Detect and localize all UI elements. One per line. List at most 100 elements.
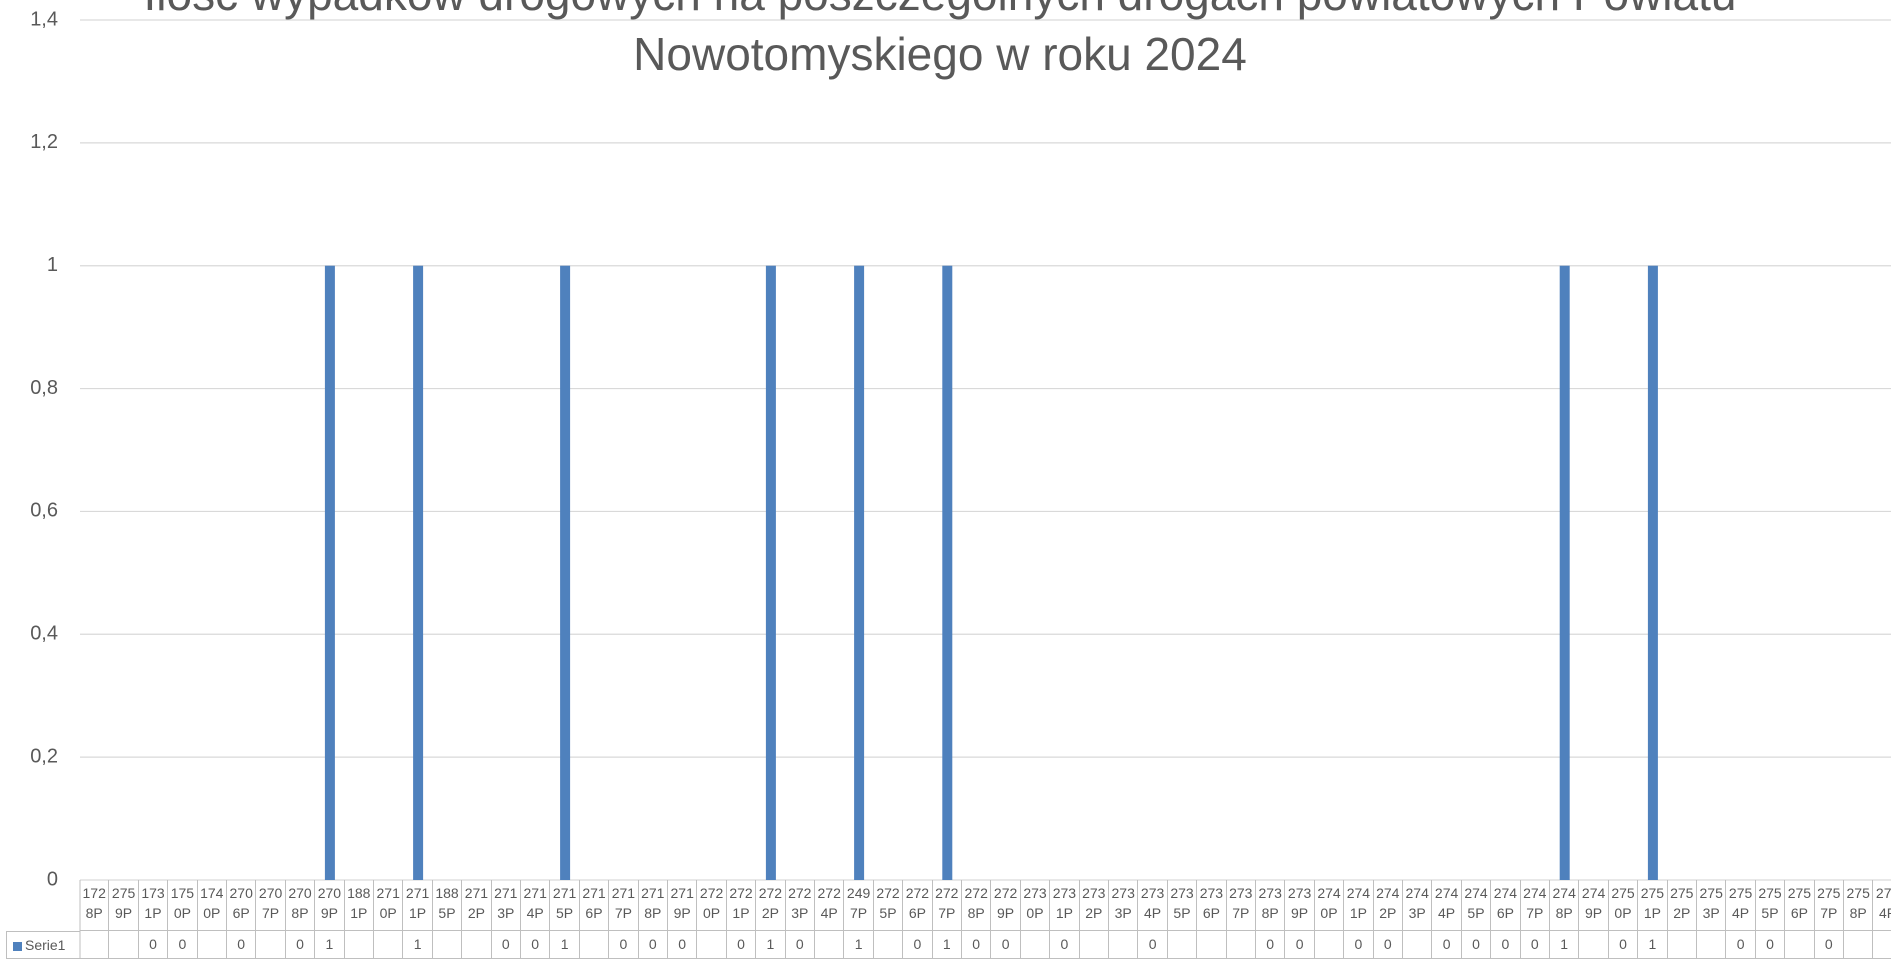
x-tick-label: 2745P (1461, 880, 1492, 931)
legend-key (13, 941, 22, 951)
x-tick-label: 2750P (1608, 880, 1639, 931)
data-label: 0 (1520, 931, 1550, 959)
data-label: 0 (638, 931, 668, 959)
x-tick-label: 2730P (1020, 880, 1051, 931)
y-tick-label: 0 (47, 868, 58, 890)
y-tick-label: 0,4 (30, 623, 58, 645)
x-tick-label: 2759P (109, 880, 139, 931)
x-tick-label: 2718P (638, 880, 668, 931)
data-label: 0 (1432, 931, 1462, 959)
x-tick-label: 2743P (1403, 880, 1433, 931)
data-label (197, 931, 227, 959)
x-tick-label: 2737P (1226, 880, 1256, 931)
data-label (697, 931, 727, 959)
data-label: 0 (991, 931, 1021, 959)
data-label: 0 (1050, 931, 1080, 959)
x-tick-label: 2721P (726, 880, 757, 931)
data-label (1403, 931, 1433, 959)
x-tick-label: 2712P (462, 880, 492, 931)
data-label: 0 (227, 931, 257, 959)
data-label: 1 (550, 931, 580, 959)
chart-title: Ilość wypadków drogowych na poszczególny… (144, 0, 1737, 80)
x-tick-label: 2744P (1432, 880, 1462, 931)
y-tick-label: 0,8 (30, 377, 58, 399)
data-label: 1 (756, 931, 786, 959)
data-label: 1 (1638, 931, 1668, 959)
data-label: 1 (932, 931, 962, 959)
data-label: 0 (491, 931, 521, 959)
data-label: 0 (726, 931, 757, 959)
x-tick-label: 2738P (1256, 880, 1286, 931)
data-label (462, 931, 492, 959)
data-label: 0 (138, 931, 169, 959)
x-tick-label: 2733P (1109, 880, 1139, 931)
data-label (1785, 931, 1815, 959)
x-tick-label: 2747P (1520, 880, 1550, 931)
legend-label: Serie1 (25, 937, 66, 953)
x-tick-label: 2753P (1697, 880, 1727, 931)
x-tick-label: 1885P (432, 880, 463, 931)
data-label: 0 (1608, 931, 1639, 959)
data-label (1109, 931, 1139, 959)
data-label (374, 931, 404, 959)
data-label: 0 (1726, 931, 1756, 959)
x-tick-label: 1740P (197, 880, 227, 931)
data-label: 0 (1344, 931, 1374, 959)
x-tick-label: 1731P (138, 880, 169, 931)
x-tick-label: 2741P (1344, 880, 1374, 931)
x-tick-label: 2725P (873, 880, 904, 931)
x-tick-label: 2709P (315, 880, 345, 931)
data-label (1697, 931, 1727, 959)
data-label: 0 (962, 931, 992, 959)
x-tick-label: 2755P (1755, 880, 1786, 931)
data-label: 0 (609, 931, 639, 959)
x-tick-label: 2708P (285, 880, 316, 931)
data-label (256, 931, 286, 959)
bar (1647, 265, 1658, 880)
bar (1559, 265, 1570, 880)
x-tick-label: 2715P (550, 880, 580, 931)
data-label (1844, 931, 1874, 959)
data-label: 0 (1461, 931, 1492, 959)
data-label: 0 (1491, 931, 1521, 959)
x-tick-label: 2706P (227, 880, 257, 931)
data-label: 0 (1138, 931, 1168, 959)
data-label (80, 931, 110, 959)
x-tick-label: 2751P (1638, 880, 1668, 931)
data-label (1873, 931, 1891, 959)
y-tick-label: 1,4 (30, 8, 58, 30)
x-tick-label: 2717P (609, 880, 639, 931)
x-tick-label: 2727P (932, 880, 962, 931)
data-label: 0 (521, 931, 551, 959)
y-tick-label: 0,2 (30, 745, 58, 767)
x-tick-label: 2711P (403, 880, 433, 931)
data-label (815, 931, 845, 959)
x-tick-label: 2728P (962, 880, 992, 931)
x-tick-label: 1728P (80, 880, 110, 931)
x-tick-label: 2497P (844, 880, 874, 931)
data-label (1579, 931, 1609, 959)
bar (765, 265, 776, 880)
data-label (432, 931, 463, 959)
data-label (1079, 931, 1109, 959)
data-label (1226, 931, 1256, 959)
data-label: 0 (1285, 931, 1315, 959)
x-tick-label: 2722P (756, 880, 786, 931)
y-tick-label: 1,2 (30, 131, 58, 153)
data-label (579, 931, 610, 959)
y-tick-label: 0,6 (30, 500, 58, 522)
data-label: 0 (1814, 931, 1844, 959)
data-label: 0 (1373, 931, 1403, 959)
data-label: 0 (1755, 931, 1786, 959)
x-tick-label: 2734P (1138, 880, 1168, 931)
x-tick-label: 2710P (374, 880, 404, 931)
x-tick-label: 2716P (579, 880, 610, 931)
x-tick-label: 2714P (521, 880, 551, 931)
data-label (1020, 931, 1051, 959)
bar (324, 265, 335, 880)
x-tick-label: 2752P (1667, 880, 1697, 931)
data-label: 0 (168, 931, 198, 959)
x-tick-label: 2749P (1579, 880, 1609, 931)
